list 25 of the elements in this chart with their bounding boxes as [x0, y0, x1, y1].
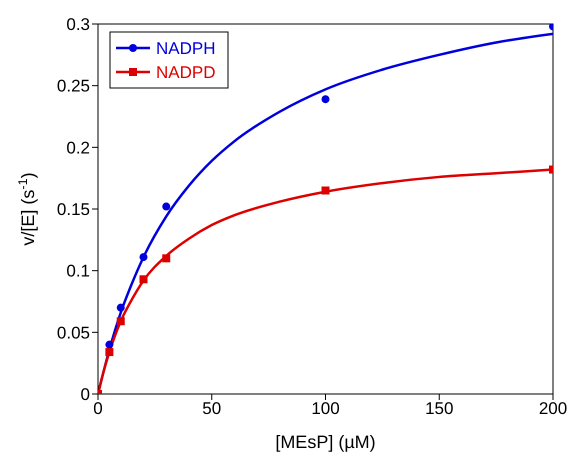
y-tick-label: 0.2: [66, 138, 90, 158]
y-tick-label: 0.1: [66, 262, 90, 281]
point: [162, 254, 170, 262]
y-tick-label: 0: [80, 385, 90, 404]
x-tick-label: 150: [425, 399, 454, 418]
point: [116, 317, 125, 326]
y-tick-label: 0.05: [56, 323, 90, 342]
x-axis-title: [MEsP] (µM): [275, 432, 376, 452]
point: [322, 186, 330, 194]
point: [162, 202, 170, 211]
y-tick-label: 0.3: [66, 15, 90, 34]
legend-label: NADPD: [156, 63, 216, 82]
x-tick-label: 0: [93, 399, 103, 418]
legend-label: NADPH: [156, 39, 216, 58]
point: [105, 340, 114, 349]
x-tick-label: 100: [311, 399, 340, 418]
point: [322, 95, 330, 104]
y-tick-label: 0.25: [56, 76, 90, 96]
point: [116, 304, 125, 312]
point: [105, 348, 114, 356]
y-tick-label: 0.15: [56, 200, 90, 220]
point: [140, 253, 148, 262]
x-tick-label: 50: [202, 399, 222, 418]
x-tick-label: 200: [538, 399, 568, 418]
point: [140, 275, 148, 284]
